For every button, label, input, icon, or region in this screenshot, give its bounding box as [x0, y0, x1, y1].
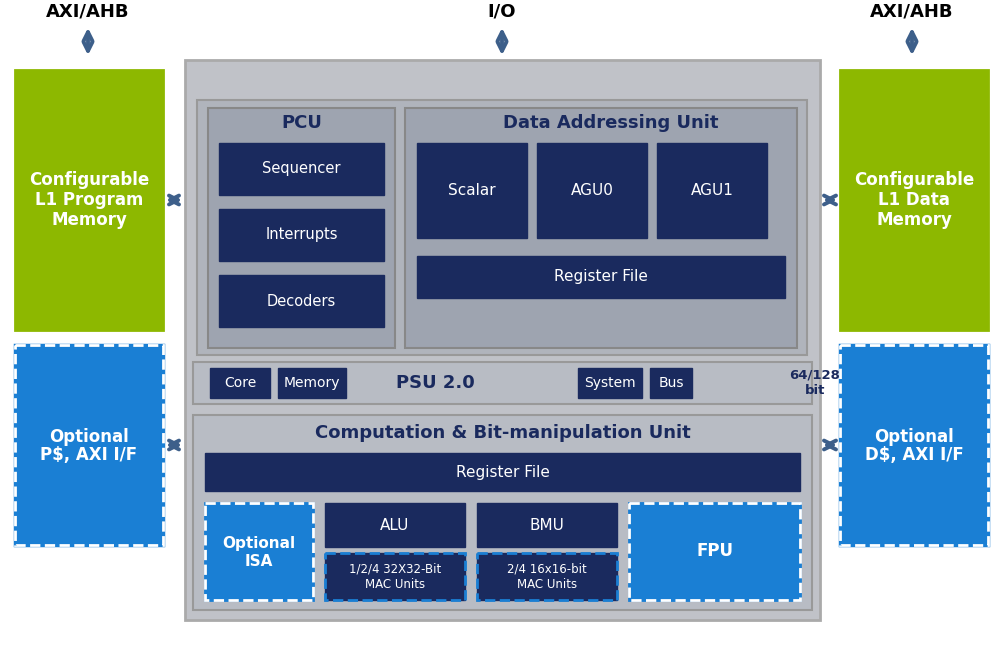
- Bar: [205, 503, 313, 600]
- Text: ALU: ALU: [380, 517, 409, 532]
- Bar: [325, 553, 465, 600]
- Bar: [657, 143, 767, 238]
- Text: AXI/AHB: AXI/AHB: [870, 3, 954, 21]
- Text: Interrupts: Interrupts: [265, 228, 337, 243]
- Text: PSU 2.0: PSU 2.0: [395, 374, 474, 392]
- Bar: [537, 143, 647, 238]
- Bar: [417, 256, 785, 298]
- Text: Memory: Memory: [876, 211, 952, 229]
- Bar: [185, 60, 820, 620]
- Text: System: System: [585, 376, 636, 390]
- Text: bit: bit: [805, 384, 825, 397]
- Bar: [417, 143, 527, 238]
- Text: Scalar: Scalar: [448, 183, 495, 198]
- Text: 2/4 16x16-bit: 2/4 16x16-bit: [508, 562, 587, 575]
- Bar: [840, 70, 988, 330]
- Bar: [197, 100, 807, 355]
- Text: 1/2/4 32X32-Bit: 1/2/4 32X32-Bit: [349, 562, 441, 575]
- Text: D$, AXI I/F: D$, AXI I/F: [865, 446, 963, 464]
- Text: 64/128: 64/128: [790, 369, 841, 382]
- Text: I/O: I/O: [487, 3, 517, 21]
- Bar: [325, 503, 465, 547]
- Bar: [219, 275, 384, 327]
- Text: Data Addressing Unit: Data Addressing Unit: [504, 114, 719, 132]
- Text: L1 Data: L1 Data: [878, 191, 950, 209]
- Bar: [629, 503, 800, 600]
- Text: AGU1: AGU1: [691, 183, 734, 198]
- Text: ISA: ISA: [245, 554, 273, 569]
- Bar: [205, 453, 800, 491]
- Text: Optional: Optional: [874, 428, 954, 446]
- Bar: [219, 209, 384, 261]
- Text: Optional: Optional: [49, 428, 129, 446]
- Bar: [477, 553, 617, 600]
- Bar: [205, 503, 313, 600]
- Text: AGU0: AGU0: [571, 183, 614, 198]
- Bar: [208, 108, 395, 348]
- Bar: [193, 415, 812, 610]
- Text: AXI/AHB: AXI/AHB: [46, 3, 130, 21]
- Text: Computation & Bit-manipulation Unit: Computation & Bit-manipulation Unit: [314, 424, 691, 442]
- Text: Bus: Bus: [659, 376, 684, 390]
- Text: Core: Core: [224, 376, 256, 390]
- Text: Memory: Memory: [51, 211, 127, 229]
- Bar: [477, 553, 617, 600]
- Bar: [840, 345, 988, 545]
- Bar: [219, 143, 384, 195]
- Text: Decoders: Decoders: [267, 293, 336, 308]
- Bar: [15, 345, 163, 545]
- Bar: [477, 503, 617, 547]
- Text: P$, AXI I/F: P$, AXI I/F: [40, 446, 137, 464]
- Bar: [840, 345, 988, 545]
- Bar: [15, 70, 163, 330]
- Bar: [210, 368, 270, 398]
- Bar: [278, 368, 346, 398]
- Text: MAC Units: MAC Units: [365, 578, 425, 591]
- Text: PCU: PCU: [281, 114, 322, 132]
- Text: Memory: Memory: [283, 376, 340, 390]
- Text: FPU: FPU: [696, 543, 733, 561]
- Bar: [325, 553, 465, 600]
- Text: MAC Units: MAC Units: [517, 578, 577, 591]
- Bar: [405, 108, 797, 348]
- Text: Configurable: Configurable: [854, 171, 974, 189]
- Text: Optional: Optional: [222, 536, 295, 551]
- Text: BMU: BMU: [530, 517, 565, 532]
- Bar: [629, 503, 800, 600]
- Text: Register File: Register File: [555, 269, 648, 284]
- Text: L1 Program: L1 Program: [35, 191, 143, 209]
- Bar: [650, 368, 692, 398]
- Bar: [15, 345, 163, 545]
- Text: Register File: Register File: [455, 465, 550, 480]
- Text: Configurable: Configurable: [29, 171, 149, 189]
- Bar: [193, 362, 812, 404]
- Text: Sequencer: Sequencer: [262, 162, 340, 177]
- Bar: [578, 368, 642, 398]
